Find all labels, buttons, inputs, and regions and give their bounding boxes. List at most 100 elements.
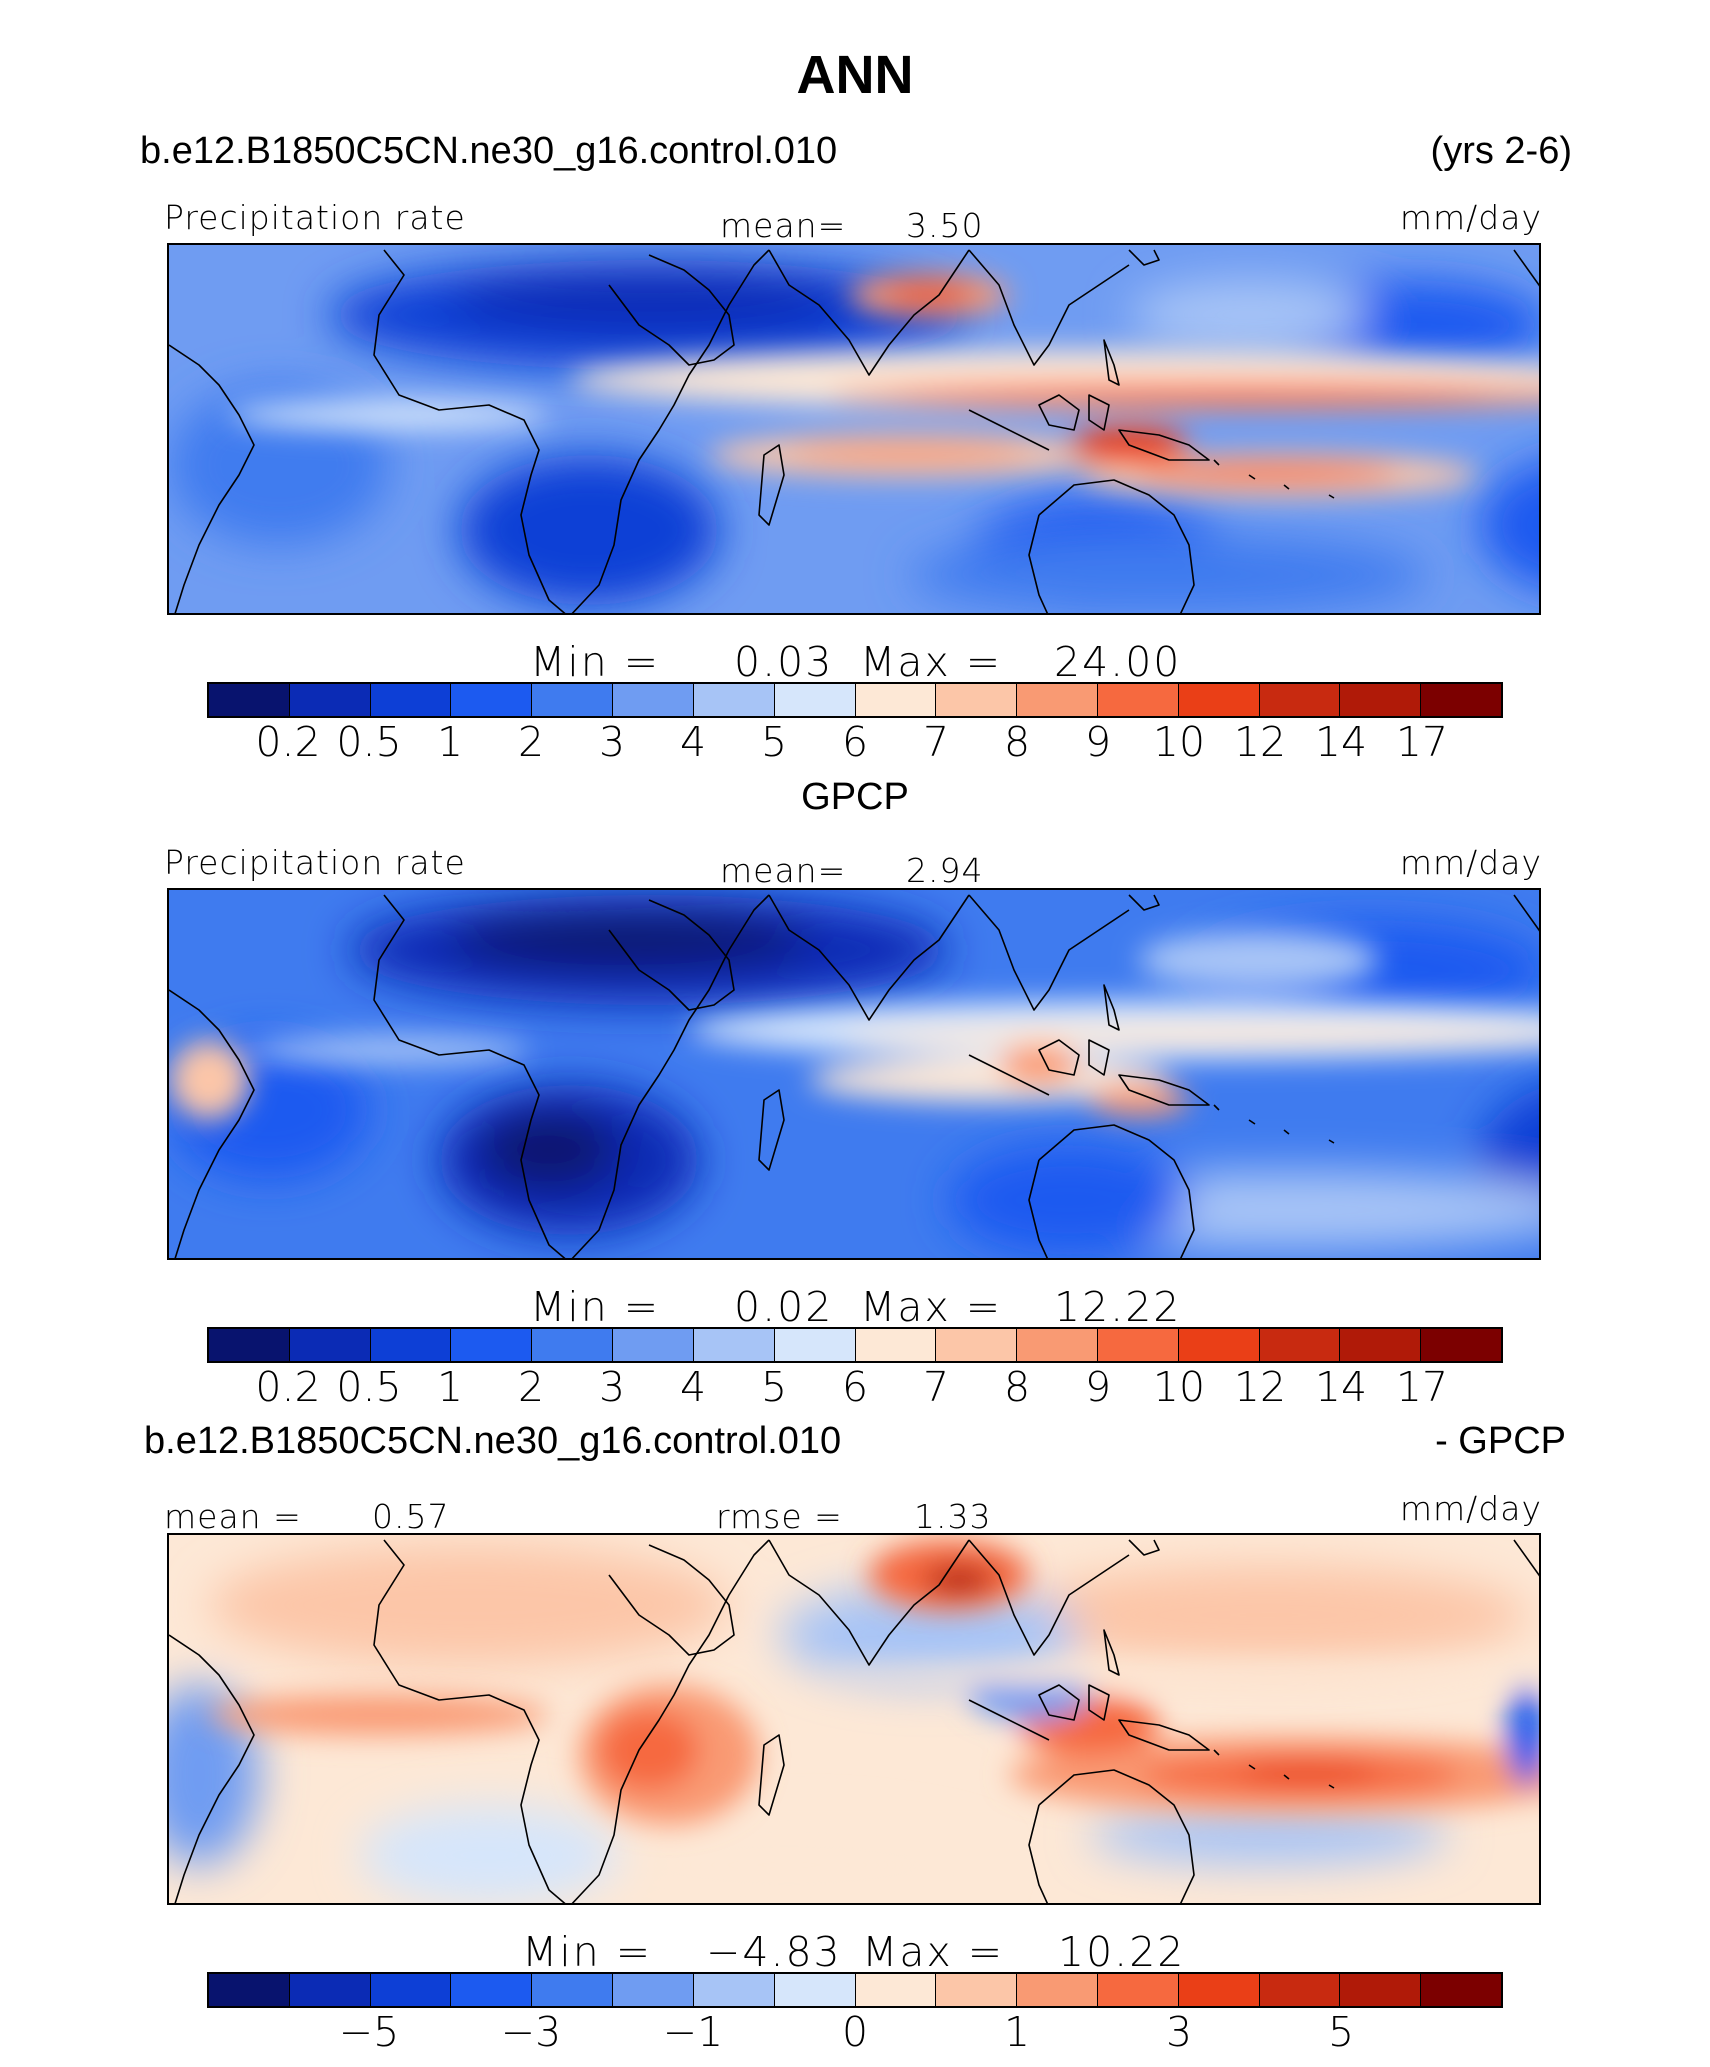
colorbar-tick-label: 0	[841, 2008, 869, 2056]
colorbar-tick-label: 1	[436, 1363, 464, 1411]
panel2-mean-label: mean=	[720, 851, 847, 890]
colorbar-tick-label: 14	[1314, 1363, 1368, 1411]
colorbar-tick-label: 14	[1314, 718, 1368, 766]
colorbar-tick-label: 0.5	[336, 1363, 402, 1411]
colorbar-tick-label: −3	[500, 2008, 562, 2056]
colorbar-tick-label: 0.5	[336, 718, 402, 766]
colorbar-cell	[1421, 1974, 1501, 2006]
colorbar-cell	[936, 1329, 1018, 1361]
colorbar-cell	[1259, 1974, 1341, 2006]
colorbar-cell	[1340, 684, 1422, 716]
panel1-variable-label: Precipitation rate	[164, 198, 466, 237]
colorbar-tick-label: 2	[517, 718, 545, 766]
panel1-max-value: 24.00	[1054, 638, 1182, 686]
colorbar-cell	[370, 684, 452, 716]
panel3-difference-map	[167, 1533, 1541, 1905]
colorbar-cell	[774, 1329, 856, 1361]
colorbar-tick-label: 4	[679, 1363, 707, 1411]
colorbar-tick-label: 1	[436, 718, 464, 766]
panel2-units: mm/day	[1399, 843, 1542, 882]
panel2-min-label: Min =	[530, 1283, 661, 1331]
panel1-model-precip-map	[167, 243, 1541, 615]
colorbar-cell	[855, 1329, 937, 1361]
colorbar-tick-label: 8	[1003, 718, 1031, 766]
colorbar-tick-label: −1	[662, 2008, 724, 2056]
colorbar-tick-label: 2	[517, 1363, 545, 1411]
panel3-units: mm/day	[1399, 1489, 1542, 1528]
panel2-title: GPCP	[801, 776, 909, 818]
panel3-rmse-value: 1.33	[914, 1497, 992, 1536]
colorbar-tick-label: 3	[1165, 2008, 1193, 2056]
colorbar-cell	[613, 684, 694, 716]
colorbar-cell	[370, 1329, 452, 1361]
colorbar-cell	[451, 684, 533, 716]
panel1-min-label: Min =	[530, 638, 661, 686]
colorbar-tick-label: 7	[922, 1363, 950, 1411]
colorbar-tick-label: 1	[1003, 2008, 1031, 2056]
colorbar-cell	[1097, 1329, 1179, 1361]
colorbar-cell	[855, 684, 937, 716]
colorbar-tick-label: 10	[1152, 1363, 1206, 1411]
panel3-mean-value: 0.57	[372, 1497, 450, 1536]
colorbar-tick-label: 6	[841, 718, 869, 766]
panel2-gpcp-precip-map	[167, 888, 1541, 1260]
colorbar-cell	[209, 1974, 290, 2006]
colorbar-cell	[1340, 1329, 1422, 1361]
colorbar-cell	[289, 684, 371, 716]
panel1-years: (yrs 2-6)	[1430, 130, 1572, 172]
colorbar-tick-label: 3	[598, 718, 626, 766]
colorbar-cell	[532, 1329, 614, 1361]
colorbar-cell	[1421, 1329, 1501, 1361]
colorbar-cell	[693, 1974, 775, 2006]
colorbar-tick-label: 5	[1327, 2008, 1355, 2056]
colorbar-tick-label: 17	[1395, 718, 1449, 766]
panel3-colorbar	[207, 1972, 1503, 2008]
colorbar-tick-label: 10	[1152, 718, 1206, 766]
colorbar-cell	[289, 1974, 371, 2006]
colorbar-tick-label: 17	[1395, 1363, 1449, 1411]
colorbar-tick-label: 4	[679, 718, 707, 766]
colorbar-cell	[936, 1974, 1018, 2006]
colorbar-cell	[613, 1329, 694, 1361]
colorbar-cell	[1340, 1974, 1422, 2006]
colorbar-cell	[1017, 684, 1098, 716]
colorbar-cell	[289, 1329, 371, 1361]
colorbar-cell	[693, 1329, 775, 1361]
colorbar-tick-label: 6	[841, 1363, 869, 1411]
colorbar-cell	[532, 684, 614, 716]
panel1-case-title: b.e12.B1850C5CN.ne30_g16.control.010	[140, 130, 838, 172]
colorbar-tick-label: 5	[760, 1363, 788, 1411]
colorbar-tick-label: 0.2	[255, 1363, 321, 1411]
colorbar-tick-label: 12	[1233, 1363, 1287, 1411]
panel3-min-label: Min =	[522, 1928, 653, 1976]
panel3-max-label: Max =	[862, 1928, 1005, 1976]
colorbar-cell	[209, 684, 290, 716]
panel3-rmse-label: rmse =	[716, 1497, 843, 1536]
panel1-mean-label: mean=	[720, 206, 847, 245]
panel1-units: mm/day	[1399, 198, 1542, 237]
colorbar-cell	[1017, 1329, 1098, 1361]
colorbar-cell	[1178, 1329, 1260, 1361]
panel1-min-value: 0.03	[734, 638, 834, 686]
panel3-min-value: −4.83	[706, 1928, 842, 1976]
colorbar-cell	[1097, 1974, 1179, 2006]
colorbar-cell	[209, 1329, 290, 1361]
colorbar-tick-label: 5	[760, 718, 788, 766]
colorbar-tick-label: 9	[1084, 718, 1112, 766]
colorbar-cell	[1178, 684, 1260, 716]
panel2-max-value: 12.22	[1054, 1283, 1182, 1331]
colorbar-cell	[1421, 684, 1501, 716]
panel2-max-label: Max =	[860, 1283, 1003, 1331]
colorbar-cell	[1017, 1974, 1098, 2006]
panel1-mean-value: 3.50	[906, 206, 984, 245]
colorbar-tick-label: 8	[1003, 1363, 1031, 1411]
panel1-colorbar	[207, 682, 1503, 718]
main-title: ANN	[796, 45, 914, 105]
colorbar-cell	[774, 1974, 856, 2006]
colorbar-cell	[532, 1974, 614, 2006]
colorbar-cell	[451, 1329, 533, 1361]
colorbar-cell	[1259, 684, 1341, 716]
panel1-max-label: Max =	[860, 638, 1003, 686]
colorbar-cell	[936, 684, 1018, 716]
colorbar-cell	[693, 684, 775, 716]
